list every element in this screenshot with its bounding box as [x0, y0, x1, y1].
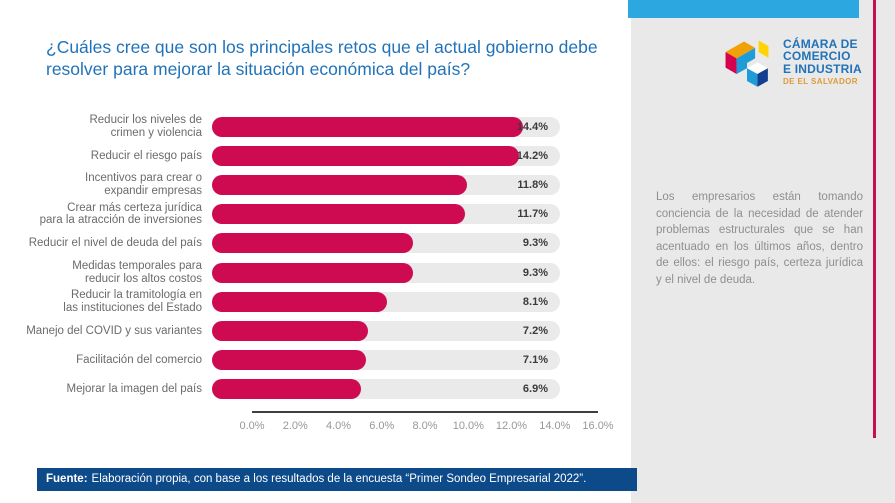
- bar-track: 11.8%: [212, 174, 560, 195]
- value-label: 8.1%: [522, 295, 548, 308]
- chart-bar-row: Manejo del COVID y sus variantes 7.2%: [0, 316, 631, 345]
- logo-line-4: DE EL SALVADOR: [783, 77, 858, 86]
- category-label: Incentivos para crear o expandir empresa…: [85, 172, 202, 197]
- logo-line-1: CÁMARA DE: [783, 36, 858, 51]
- category-label: Reducir el nivel de deuda del país: [28, 237, 202, 250]
- chart-bar-row: Incentivos para crear o expandir empresa…: [0, 170, 631, 199]
- bar-chart: Reducir los niveles de crimen y violenci…: [0, 112, 631, 404]
- value-label: 11.7%: [517, 208, 548, 221]
- value-label: 9.3%: [522, 266, 548, 279]
- value-label: 6.9%: [522, 383, 548, 396]
- insight-note: Los empresarios están tomando conciencia…: [656, 191, 863, 286]
- logo-wordmark: CÁMARA DE COMERCIO E INDUSTRIA DE EL SAL…: [783, 36, 862, 89]
- value-label: 14.2%: [516, 149, 548, 162]
- category-label: Mejorar la imagen del país: [66, 383, 202, 396]
- chart-bar-row: Mejorar la imagen del país 6.9%: [0, 375, 631, 404]
- category-label: Medidas temporales para reducir los alto…: [72, 260, 202, 285]
- category-label: Crear más certeza jurídica para la atrac…: [39, 201, 202, 227]
- x-axis-line: [252, 411, 598, 413]
- category-label: Reducir el riesgo país: [90, 149, 202, 162]
- x-axis-tick-label: 4.0%: [325, 420, 352, 432]
- x-axis-tick-label: 14.0%: [539, 420, 571, 432]
- category-label: Manejo del COVID y sus variantes: [26, 324, 202, 337]
- value-label: 11.8%: [517, 178, 548, 191]
- bar-track: 11.7%: [212, 204, 560, 225]
- x-axis-tick-label: 0.0%: [239, 420, 265, 432]
- bar-track: 8.1%: [212, 291, 560, 312]
- x-axis-tick-label: 8.0%: [412, 420, 438, 432]
- value-label: 7.2%: [522, 324, 548, 337]
- chart-bar-row: Reducir el riesgo país 14.2%: [0, 141, 631, 170]
- x-axis-tick-label: 6.0%: [369, 420, 395, 432]
- bar: [212, 291, 388, 312]
- right-panel: [631, 0, 895, 503]
- source-footer: Fuente: Elaboración propia, con base a lo…: [37, 468, 637, 491]
- chart-title-question: ¿Cuáles cree que son los principales ret…: [46, 37, 598, 79]
- source-label: Fuente:: [46, 473, 88, 485]
- bar-track: 9.3%: [212, 233, 560, 254]
- value-label: 14.4%: [516, 120, 548, 133]
- chamber-cube-logo-icon: [725, 40, 769, 87]
- bar: [212, 320, 368, 341]
- top-accent-bar: [628, 0, 859, 18]
- bar-track: 7.1%: [212, 350, 560, 371]
- vertical-accent-line: [873, 0, 876, 438]
- bar-track: 14.4%: [212, 116, 560, 137]
- x-axis-tick-label: 12.0%: [495, 420, 528, 432]
- bar: [212, 145, 520, 166]
- chart-bar-row: Reducir los niveles de crimen y violenci…: [0, 112, 631, 141]
- bar-track: 9.3%: [212, 262, 560, 283]
- chart-bar-row: Crear más certeza jurídica para la atrac…: [0, 200, 631, 229]
- chart-bar-row: Reducir el nivel de deuda del país 9.3%: [0, 229, 631, 258]
- category-label: Reducir la tramitología en las instituci…: [63, 289, 202, 314]
- bar-track: 14.2%: [212, 145, 560, 166]
- value-label: 7.1%: [522, 354, 548, 367]
- bar-track: 6.9%: [212, 379, 560, 400]
- category-label: Reducir los niveles de crimen y violenci…: [89, 114, 202, 139]
- source-text: Elaboración propia, con base a los resul…: [91, 473, 587, 485]
- bar: [212, 116, 524, 137]
- logo: CÁMARA DE COMERCIO E INDUSTRIA DE EL SAL…: [718, 33, 868, 93]
- bar: [212, 174, 468, 195]
- x-axis-ticks: 0.0% 2.0% 4.0% 6.0% 8.0% 10.0% 12.0% 14.0% 16.0%: [239, 420, 613, 436]
- x-axis-tick-label: 10.0%: [452, 420, 484, 432]
- bar: [212, 262, 414, 283]
- bar-track: 7.2%: [212, 320, 560, 341]
- chart-bar-row: Reducir la tramitología en las instituci…: [0, 287, 631, 316]
- bar: [212, 379, 362, 400]
- logo-line-3: E INDUSTRIA: [783, 61, 862, 76]
- x-axis-tick-label: 2.0%: [282, 420, 308, 432]
- x-axis-tick-label: 16.0%: [582, 420, 614, 432]
- bar: [212, 233, 414, 254]
- category-label: Facilitación del comercio: [76, 353, 202, 366]
- logo-line-2: COMERCIO: [783, 49, 851, 63]
- chart-bar-row: Facilitación del comercio 7.1%: [0, 346, 631, 375]
- chart-bar-row: Medidas temporales para reducir los alto…: [0, 258, 631, 287]
- value-label: 9.3%: [522, 237, 548, 250]
- bar: [212, 350, 366, 371]
- bar-rows: Reducir los niveles de crimen y violenci…: [0, 112, 631, 404]
- bar: [212, 204, 465, 225]
